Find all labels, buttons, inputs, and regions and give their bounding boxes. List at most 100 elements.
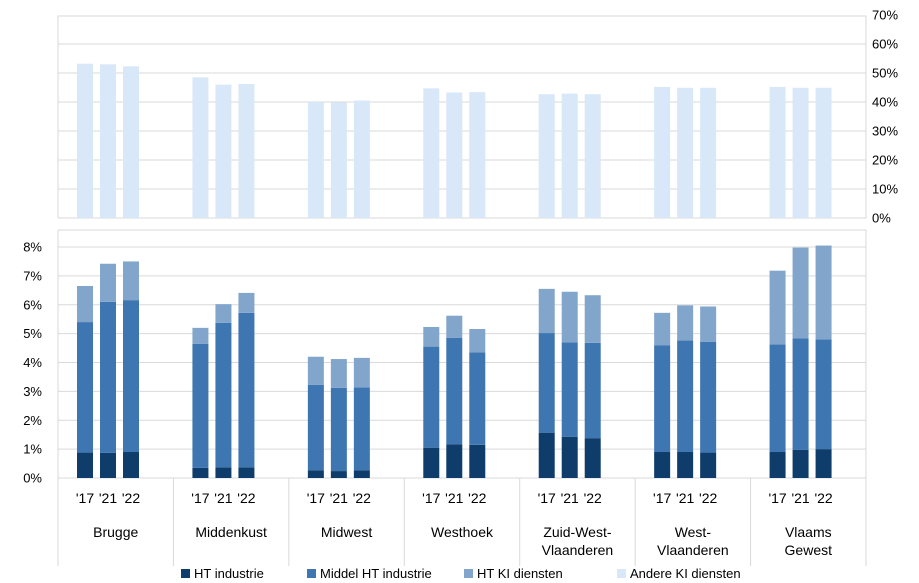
- bar-segment-ht-industrie: [215, 467, 232, 478]
- top-panel: 0% 10% 20% 30% 40% 50% 60% 70%: [57, 8, 898, 226]
- bar-segment-ht-industrie: [769, 452, 786, 478]
- legend-swatch: [617, 569, 626, 578]
- bar-segment-ht-industrie: [192, 467, 209, 478]
- bottom-y-tick-label: 7%: [23, 268, 42, 283]
- region-label: Westhoek: [431, 524, 494, 540]
- bar-andere-ki-diensten: [469, 92, 486, 218]
- bar-andere-ki-diensten: [769, 86, 786, 218]
- bar-andere-ki-diensten: [654, 86, 671, 218]
- year-tick-label: '22: [122, 490, 140, 506]
- bar-segment-ht-ki-diensten: [538, 288, 555, 334]
- bar-segment-ht-industrie: [561, 436, 578, 478]
- top-y-tick-label: 0%: [872, 211, 891, 226]
- bottom-y-tick-label: 4%: [23, 355, 42, 370]
- year-tick-label: '21: [99, 490, 117, 506]
- bar-andere-ki-diensten: [238, 84, 255, 219]
- bottom-panel: 0% 1% 2% 3% 4% 5% 6% 7% 8%: [23, 229, 867, 486]
- bar-segment-middel-ht-industrie: [654, 345, 671, 453]
- top-y-tick-label: 70%: [872, 8, 898, 23]
- bar-andere-ki-diensten: [192, 77, 209, 218]
- bar-segment-middel-ht-industrie: [677, 340, 694, 453]
- bar-segment-middel-ht-industrie: [700, 341, 717, 453]
- top-y-tick-label: 10%: [872, 182, 898, 197]
- bar-segment-ht-industrie: [538, 432, 555, 478]
- bar-segment-ht-industrie: [700, 452, 717, 478]
- bar-segment-middel-ht-industrie: [353, 387, 370, 471]
- bar-segment-ht-ki-diensten: [792, 247, 809, 339]
- region-label: West-: [675, 524, 712, 540]
- region-label: Vlaanderen: [657, 542, 729, 558]
- bar-segment-ht-ki-diensten: [561, 291, 578, 343]
- bar-andere-ki-diensten: [215, 84, 232, 218]
- legend-label: HT KI diensten: [477, 566, 563, 581]
- bar-andere-ki-diensten: [330, 102, 347, 218]
- category-axis: '17 '21 '22 Brugge '17 '21 '22 Middenkust '17 '21…: [57, 478, 867, 566]
- bar-andere-ki-diensten: [815, 87, 832, 218]
- bar-segment-ht-industrie: [307, 470, 324, 478]
- bar-segment-middel-ht-industrie: [100, 301, 116, 453]
- year-tick-label: '17: [76, 490, 94, 506]
- bar-andere-ki-diensten: [123, 66, 139, 218]
- bar-segment-ht-ki-diensten: [330, 359, 347, 388]
- bar-segment-ht-industrie: [238, 467, 255, 478]
- bar-segment-ht-industrie: [123, 452, 139, 478]
- year-tick-label: '21: [676, 490, 694, 506]
- bar-segment-ht-industrie: [353, 470, 370, 478]
- year-tick-label: '17: [653, 490, 671, 506]
- bar-andere-ki-diensten: [77, 63, 93, 218]
- bar-andere-ki-diensten: [700, 87, 717, 218]
- year-tick-label: '17: [538, 490, 556, 506]
- bar-segment-ht-industrie: [584, 438, 601, 478]
- legend-label: Middel HT industrie: [320, 566, 432, 581]
- bar-segment-ht-ki-diensten: [238, 292, 255, 313]
- region-label: Middenkust: [195, 524, 267, 540]
- bar-segment-ht-ki-diensten: [469, 329, 486, 353]
- bar-segment-middel-ht-industrie: [123, 300, 139, 453]
- top-y-tick-label: 20%: [872, 153, 898, 168]
- bar-andere-ki-diensten: [446, 92, 463, 218]
- bar-segment-ht-ki-diensten: [677, 305, 694, 341]
- region-label: Vlaams: [785, 524, 832, 540]
- top-y-tick-label: 50%: [872, 66, 898, 81]
- year-tick-label: '22: [584, 490, 602, 506]
- bar-segment-ht-ki-diensten: [815, 245, 832, 340]
- top-y-tick-label: 60%: [872, 37, 898, 52]
- bar-andere-ki-diensten: [538, 94, 555, 218]
- year-tick-label: '21: [214, 490, 232, 506]
- bar-segment-ht-ki-diensten: [353, 357, 370, 388]
- legend: HT industrie Middel HT industrie HT KI die…: [181, 566, 741, 581]
- legend-swatch: [181, 569, 190, 578]
- region-label: Brugge: [93, 524, 138, 540]
- year-tick-label: '17: [191, 490, 209, 506]
- bar-andere-ki-diensten: [423, 88, 440, 219]
- bar-segment-middel-ht-industrie: [192, 343, 209, 468]
- bar-andere-ki-diensten: [100, 64, 116, 218]
- bar-segment-ht-ki-diensten: [215, 304, 232, 323]
- bar-segment-ht-industrie: [446, 444, 463, 478]
- bar-segment-ht-industrie: [469, 444, 486, 478]
- bar-segment-ht-industrie: [677, 452, 694, 478]
- bar-segment-ht-industrie: [792, 449, 809, 478]
- region-label: Midwest: [321, 524, 372, 540]
- bottom-y-tick-label: 0%: [23, 471, 42, 486]
- top-y-tick-label: 30%: [872, 124, 898, 139]
- year-tick-label: '22: [814, 490, 832, 506]
- year-tick-label: '22: [353, 490, 371, 506]
- bar-andere-ki-diensten: [584, 94, 601, 218]
- bar-andere-ki-diensten: [677, 87, 694, 218]
- year-tick-label: '21: [791, 490, 809, 506]
- bar-segment-ht-ki-diensten: [192, 327, 209, 344]
- bar-segment-ht-ki-diensten: [700, 306, 717, 342]
- bar-segment-ht-ki-diensten: [769, 270, 786, 345]
- bottom-y-tick-label: 8%: [23, 240, 42, 255]
- top-y-tick-label: 40%: [872, 95, 898, 110]
- bar-segment-middel-ht-industrie: [769, 344, 786, 453]
- bottom-y-tick-label: 1%: [23, 442, 42, 457]
- bar-segment-middel-ht-industrie: [215, 322, 232, 468]
- bar-segment-ht-industrie: [77, 452, 93, 478]
- bar-segment-middel-ht-industrie: [423, 346, 440, 448]
- year-tick-label: '21: [445, 490, 463, 506]
- bar-segment-middel-ht-industrie: [538, 333, 555, 433]
- bar-segment-ht-ki-diensten: [100, 263, 116, 302]
